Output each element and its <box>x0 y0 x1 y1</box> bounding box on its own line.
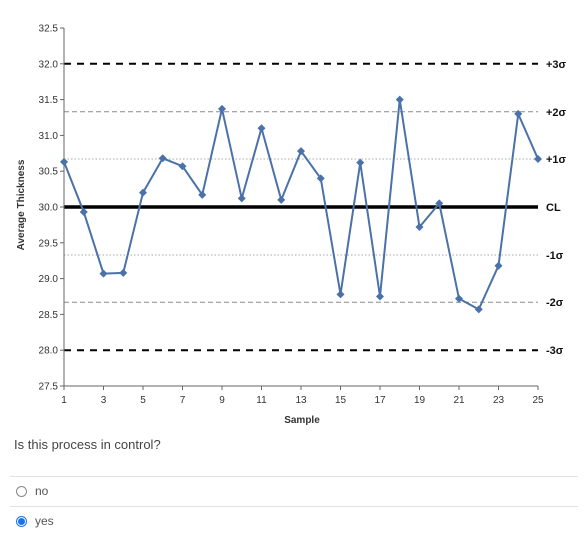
data-point <box>60 157 68 166</box>
x-tick-label: 1 <box>61 395 67 406</box>
y-tick-label: 31.5 <box>39 95 59 106</box>
radio-no[interactable] <box>16 485 27 497</box>
data-point <box>356 158 365 167</box>
data-point <box>455 294 463 303</box>
data-point <box>474 305 483 314</box>
data-point <box>218 104 226 113</box>
x-tick-label: 15 <box>335 395 347 406</box>
x-tick-label: 5 <box>140 395 146 406</box>
data-point <box>178 162 187 171</box>
data-point <box>277 195 286 204</box>
data-point <box>415 223 424 232</box>
reference-line-label: CL <box>546 202 561 214</box>
axis-ticks: 27.5 28.0 28.5 29.0 29.5 30.0 30.5 31.0 31.5 32.0… <box>39 24 544 407</box>
data-point <box>395 95 404 104</box>
data-point <box>79 208 88 217</box>
data-point <box>139 188 147 197</box>
data-point <box>336 290 345 299</box>
reference-line-label: +2σ <box>546 107 567 119</box>
y-tick-label: 29.0 <box>39 274 59 285</box>
y-axis-label: Average Thickness <box>16 159 27 250</box>
y-tick-label: 28.5 <box>39 310 59 321</box>
divider <box>10 506 578 507</box>
reference-line-label: -2σ <box>546 297 564 309</box>
reference-lines: +3σ +2σ +1σ CL -1σ -2σ -3σ <box>64 59 567 357</box>
y-tick-label: 27.5 <box>39 382 59 393</box>
y-tick-label: 31.0 <box>39 131 59 142</box>
reference-line-label: +3σ <box>546 59 567 71</box>
x-tick-label: 9 <box>219 395 225 406</box>
radio-yes[interactable] <box>16 515 27 527</box>
reference-line-label: -3σ <box>546 345 564 357</box>
y-tick-label: 29.5 <box>39 238 59 249</box>
data-point <box>119 268 128 277</box>
divider <box>10 476 578 477</box>
x-tick-label: 19 <box>414 395 426 406</box>
x-tick-label: 17 <box>374 395 386 406</box>
option-yes-label: yes <box>35 514 54 528</box>
x-tick-label: 7 <box>180 395 186 406</box>
control-chart: +3σ +2σ +1σ CL -1σ -2σ -3σ 27.5 28.0 28.5 29.0 29.… <box>16 24 567 427</box>
x-tick-label: 23 <box>493 395 505 406</box>
data-point <box>435 199 444 208</box>
y-tick-label: 32.5 <box>39 24 59 35</box>
data-point <box>297 147 305 156</box>
option-no[interactable]: no <box>16 484 48 498</box>
data-point <box>376 292 384 301</box>
data-point <box>494 261 503 270</box>
option-no-label: no <box>35 484 49 498</box>
data-point <box>534 155 542 164</box>
data-point <box>514 109 523 118</box>
x-tick-label: 13 <box>295 395 307 406</box>
data-point <box>198 190 207 199</box>
series-line <box>63 99 539 311</box>
x-tick-label: 11 <box>256 395 267 406</box>
x-tick-label: 25 <box>532 395 544 406</box>
data-point <box>257 124 266 133</box>
x-tick-label: 3 <box>101 395 107 406</box>
data-point <box>158 154 167 163</box>
data-point <box>316 174 325 183</box>
reference-line-label: -1σ <box>546 250 564 262</box>
y-tick-label: 30.0 <box>39 203 59 214</box>
option-yes[interactable]: yes <box>16 514 54 528</box>
x-axis-label: Sample <box>284 415 320 426</box>
data-series <box>60 95 542 314</box>
y-tick-label: 32.0 <box>39 59 59 70</box>
question-text: Is this process in control? <box>14 437 161 452</box>
y-tick-label: 30.5 <box>39 167 59 178</box>
y-tick-label: 28.0 <box>39 346 59 357</box>
data-point <box>237 194 246 203</box>
x-tick-label: 21 <box>453 395 465 406</box>
reference-line-label: +1σ <box>546 154 567 166</box>
data-point <box>99 269 108 278</box>
